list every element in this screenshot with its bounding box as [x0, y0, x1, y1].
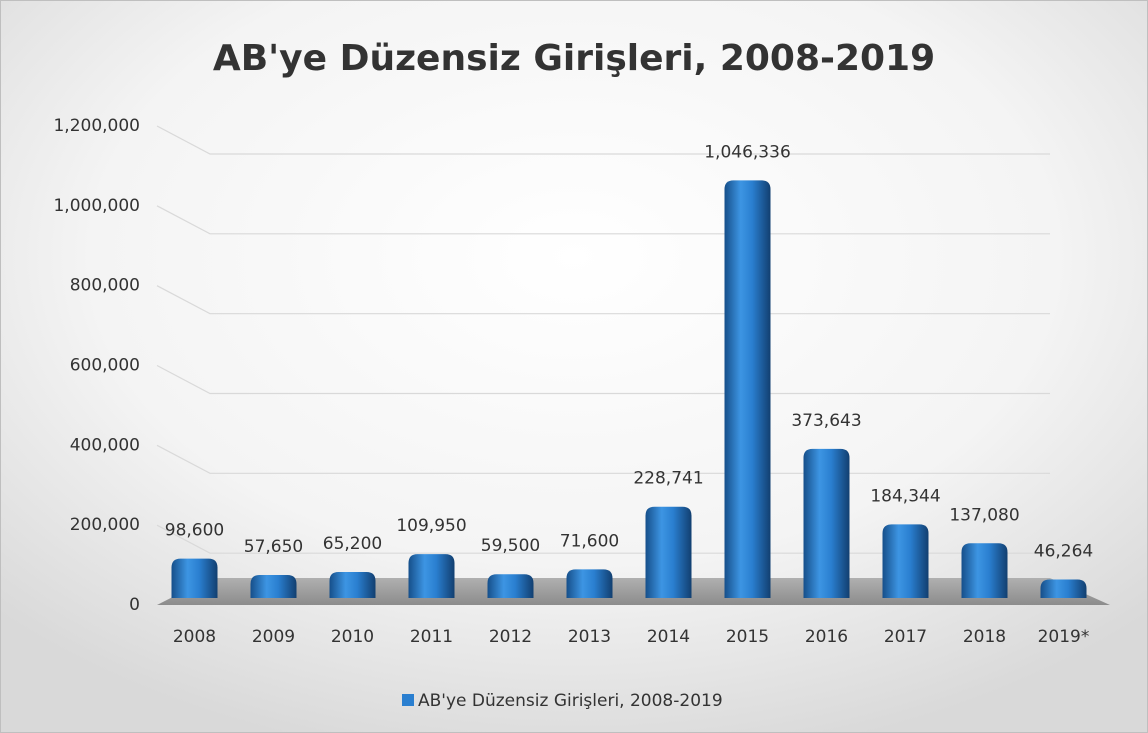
- bar: [1040, 579, 1087, 598]
- x-tick-label: 2018: [963, 627, 1006, 647]
- x-tick-label: 2011: [410, 627, 453, 647]
- bar: [171, 558, 218, 598]
- x-tick-label: 2009: [252, 627, 295, 647]
- y-tick-label: 200,000: [70, 515, 140, 535]
- bar: [882, 524, 929, 598]
- bar: [250, 574, 297, 598]
- bar: [645, 506, 692, 598]
- x-tick-label: 2019*: [1038, 627, 1090, 647]
- x-tick-label: 2010: [331, 627, 374, 647]
- value-label: 57,650: [244, 537, 303, 557]
- y-tick-label: 1,200,000: [53, 116, 140, 136]
- value-label: 228,741: [633, 469, 703, 489]
- x-tick-label: 2012: [489, 627, 532, 647]
- value-label: 137,080: [949, 505, 1019, 525]
- bar: [329, 571, 376, 598]
- value-label: 184,344: [870, 486, 940, 506]
- x-tick-label: 2015: [726, 627, 769, 647]
- y-tick-label: 400,000: [70, 435, 140, 455]
- x-tick-label: 2013: [568, 627, 611, 647]
- y-tick-label: 600,000: [70, 356, 140, 376]
- legend-swatch: [402, 694, 414, 706]
- bar: [566, 569, 613, 598]
- value-label: 46,264: [1034, 542, 1093, 562]
- grid-line: [156, 125, 1050, 155]
- value-label: 373,643: [791, 411, 861, 431]
- value-label: 98,600: [165, 521, 224, 541]
- bar: [961, 543, 1008, 598]
- bar: [724, 180, 771, 599]
- x-tick-label: 2014: [647, 627, 690, 647]
- x-tick-label: 2016: [805, 627, 848, 647]
- bar: [803, 448, 850, 598]
- value-label: 59,500: [481, 536, 540, 556]
- value-label: 71,600: [560, 531, 619, 551]
- floor: [157, 578, 1110, 605]
- chart-title: AB'ye Düzensiz Girişleri, 2008-2019: [213, 38, 935, 79]
- y-tick-label: 800,000: [70, 276, 140, 296]
- value-label: 109,950: [396, 516, 466, 536]
- value-label: 65,200: [323, 534, 382, 554]
- y-tick-label: 0: [129, 595, 140, 615]
- x-tick-label: 2017: [884, 627, 927, 647]
- x-tick-label: 2008: [173, 627, 216, 647]
- y-tick-label: 1,000,000: [53, 196, 140, 216]
- legend-label: AB'ye Düzensiz Girişleri, 2008-2019: [418, 691, 723, 711]
- bar: [487, 574, 534, 598]
- bar: [408, 554, 455, 598]
- value-label: 1,046,336: [704, 142, 791, 162]
